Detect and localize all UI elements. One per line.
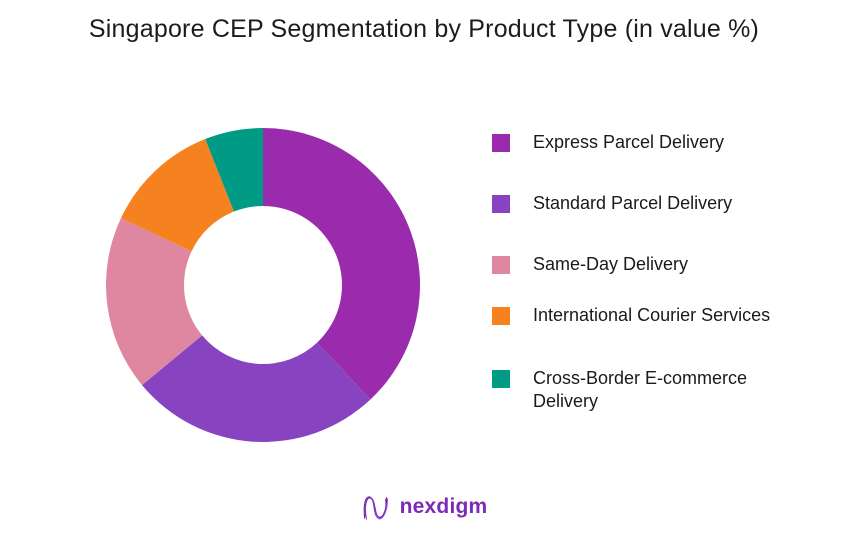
- legend-swatch-same-day-delivery: [492, 256, 510, 274]
- legend-label: Express Parcel Delivery: [533, 132, 725, 152]
- legend-label: Cross-Border E-commerce Delivery: [533, 368, 748, 411]
- legend-item-standard-parcel-delivery: Standard Parcel Delivery: [492, 192, 732, 215]
- donut-segment-same-day-delivery: [105, 218, 203, 386]
- legend-swatch-standard-parcel-delivery: [492, 195, 510, 213]
- legend-item-cross-border-e-commerce-delivery: Cross-Border E-commerce Delivery: [492, 367, 778, 413]
- donut-segment-express-parcel-delivery: [263, 128, 420, 400]
- donut-segment-standard-parcel-delivery: [142, 335, 371, 443]
- legend-item-express-parcel-delivery: Express Parcel Delivery: [492, 131, 724, 154]
- donut-segment-international-courier-services: [120, 139, 234, 252]
- legend-item-same-day-delivery: Same-Day Delivery: [492, 253, 688, 276]
- nexdigm-logo-icon: [361, 491, 391, 524]
- brand-footer: nexdigm: [0, 488, 848, 526]
- legend-swatch-cross-border-e-commerce-delivery: [492, 370, 510, 388]
- chart-title: Singapore CEP Segmentation by Product Ty…: [88, 15, 760, 43]
- donut-chart: [105, 128, 420, 443]
- legend-swatch-express-parcel-delivery: [492, 134, 510, 152]
- donut-segment-cross-border-e-commerce-delivery: [205, 128, 263, 212]
- legend-label: Standard Parcel Delivery: [533, 193, 733, 213]
- legend-swatch-international-courier-services: [492, 307, 510, 325]
- brand-logo-text: nexdigm: [399, 495, 488, 518]
- chart-legend: Express Parcel Delivery Standard Parcel D…: [492, 0, 802, 534]
- legend-label: International Courier Services: [533, 305, 771, 325]
- donut-chart-svg: [105, 128, 420, 443]
- legend-label: Same-Day Delivery: [533, 254, 689, 274]
- legend-item-international-courier-services: International Courier Services: [492, 304, 770, 327]
